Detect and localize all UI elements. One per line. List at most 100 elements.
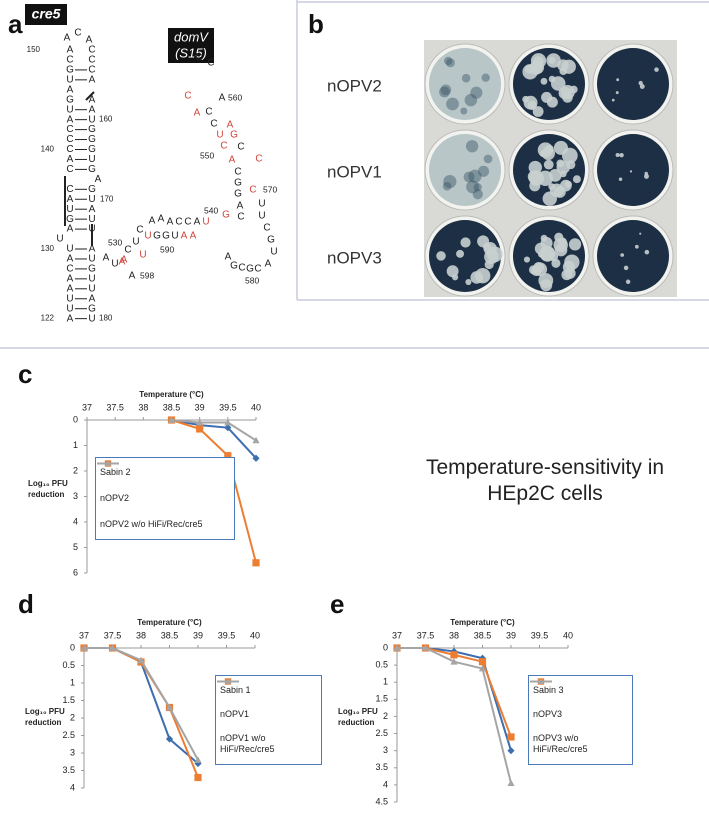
- plaque: [523, 256, 531, 263]
- x-tick-label: 40: [250, 630, 260, 640]
- plaque: [527, 170, 541, 183]
- base-number: 560: [228, 92, 242, 102]
- plate-medium: [597, 134, 669, 206]
- domv-title: domV: [174, 29, 209, 44]
- panel-label: e: [330, 589, 344, 619]
- plaque: [644, 171, 648, 176]
- base: U: [88, 313, 95, 324]
- marker: [450, 651, 458, 659]
- plaque: [566, 160, 576, 170]
- marker: [252, 454, 260, 462]
- marker: [224, 418, 232, 426]
- legend: Sabin 3 nOPV3 nOPV3 w/o HiFi/Rec/cre5: [528, 675, 633, 765]
- x-tick-label: 37.5: [104, 630, 122, 640]
- marker: [196, 425, 204, 433]
- plaque: [436, 251, 446, 261]
- base: C: [249, 185, 256, 196]
- base: U: [171, 231, 178, 242]
- base: G: [88, 184, 96, 195]
- base: U: [66, 204, 73, 215]
- plaque: [629, 170, 633, 173]
- plaque: [623, 265, 629, 271]
- y-tick-label: 3.5: [62, 765, 75, 775]
- base: G: [88, 164, 96, 175]
- plaque: [546, 96, 558, 108]
- base: C: [136, 225, 143, 236]
- plaque: [461, 73, 471, 83]
- series-line: [397, 647, 512, 784]
- base: U: [88, 154, 95, 165]
- base-number: 150: [27, 45, 41, 54]
- plaque: [618, 177, 623, 182]
- marker: [104, 460, 112, 467]
- base-number: 580: [245, 275, 259, 285]
- plaque: [558, 86, 572, 100]
- base: C: [195, 53, 202, 64]
- marker: [196, 418, 204, 426]
- marker: [537, 678, 545, 685]
- legend-swatch: [217, 678, 239, 685]
- x-tick-label: 39.5: [219, 402, 237, 412]
- plaque: [473, 183, 482, 192]
- base: A: [194, 108, 201, 119]
- base: A: [158, 214, 165, 225]
- legend: Sabin 2 nOPV2 nOPV2 w/o HiFi/Rec/cre5: [95, 457, 235, 540]
- plaque: [542, 191, 557, 206]
- plaque: [481, 73, 490, 82]
- y-axis-title: Log₁₀ PFU reduction: [338, 707, 378, 727]
- base-number: 570: [263, 184, 277, 194]
- legend-swatch: [530, 678, 552, 685]
- base: G: [66, 94, 74, 105]
- y-tick-label: 3: [383, 745, 388, 755]
- y-tick-label: 0: [73, 414, 78, 424]
- base: G: [88, 144, 96, 155]
- legend-label: nOPV2: [100, 492, 130, 503]
- plaque: [534, 242, 547, 255]
- series-line: [171, 419, 257, 442]
- plaque: [540, 234, 548, 242]
- x-tick-label: 38: [138, 402, 148, 412]
- y-tick-label: 0.5: [375, 659, 388, 669]
- base: A: [121, 255, 128, 266]
- base-number: 130: [41, 244, 55, 253]
- plaque: [540, 279, 553, 292]
- plaque: [446, 265, 459, 278]
- plaque: [472, 189, 483, 200]
- base: C: [237, 212, 244, 223]
- base: A: [67, 114, 74, 125]
- marker: [165, 735, 174, 743]
- plaque: [439, 86, 450, 98]
- plaque: [557, 59, 569, 71]
- plate-medium: [429, 134, 501, 206]
- base: C: [66, 134, 73, 145]
- base: G: [153, 231, 161, 242]
- plaque: [625, 279, 631, 284]
- base: G: [222, 210, 230, 221]
- marker: [165, 703, 174, 711]
- marker: [224, 424, 232, 432]
- x-tick-label: 37: [82, 402, 92, 412]
- x-tick-label: 39.5: [531, 630, 549, 640]
- plaque: [465, 140, 479, 153]
- base-number: 598: [140, 270, 154, 280]
- y-tick-label: 2: [73, 465, 78, 475]
- legend: Sabin 1 nOPV1 nOPV1 w/o HiFi/Rec/cre5: [215, 675, 322, 765]
- row-label: nOPV2: [327, 76, 382, 95]
- y-tick-label: 2: [383, 711, 388, 721]
- plaque: [550, 76, 566, 91]
- base: C: [234, 167, 241, 178]
- legend-entry: nOPV1: [217, 678, 317, 720]
- legend-label: nOPV3: [533, 708, 563, 719]
- plate-medium: [597, 220, 669, 292]
- marker: [252, 436, 260, 444]
- base-number: 590: [160, 244, 174, 254]
- y-tick-label: 3.5: [375, 762, 388, 772]
- base: A: [89, 74, 96, 85]
- y-tick-label: 1.5: [375, 694, 388, 704]
- base: A: [67, 313, 74, 324]
- y-tick-label: 4: [383, 779, 388, 789]
- base: C: [66, 124, 73, 135]
- y-tick-label: 5: [73, 542, 78, 552]
- legend-label: nOPV1 w/o HiFi/Rec/cre5: [220, 733, 275, 755]
- plaque: [616, 78, 620, 82]
